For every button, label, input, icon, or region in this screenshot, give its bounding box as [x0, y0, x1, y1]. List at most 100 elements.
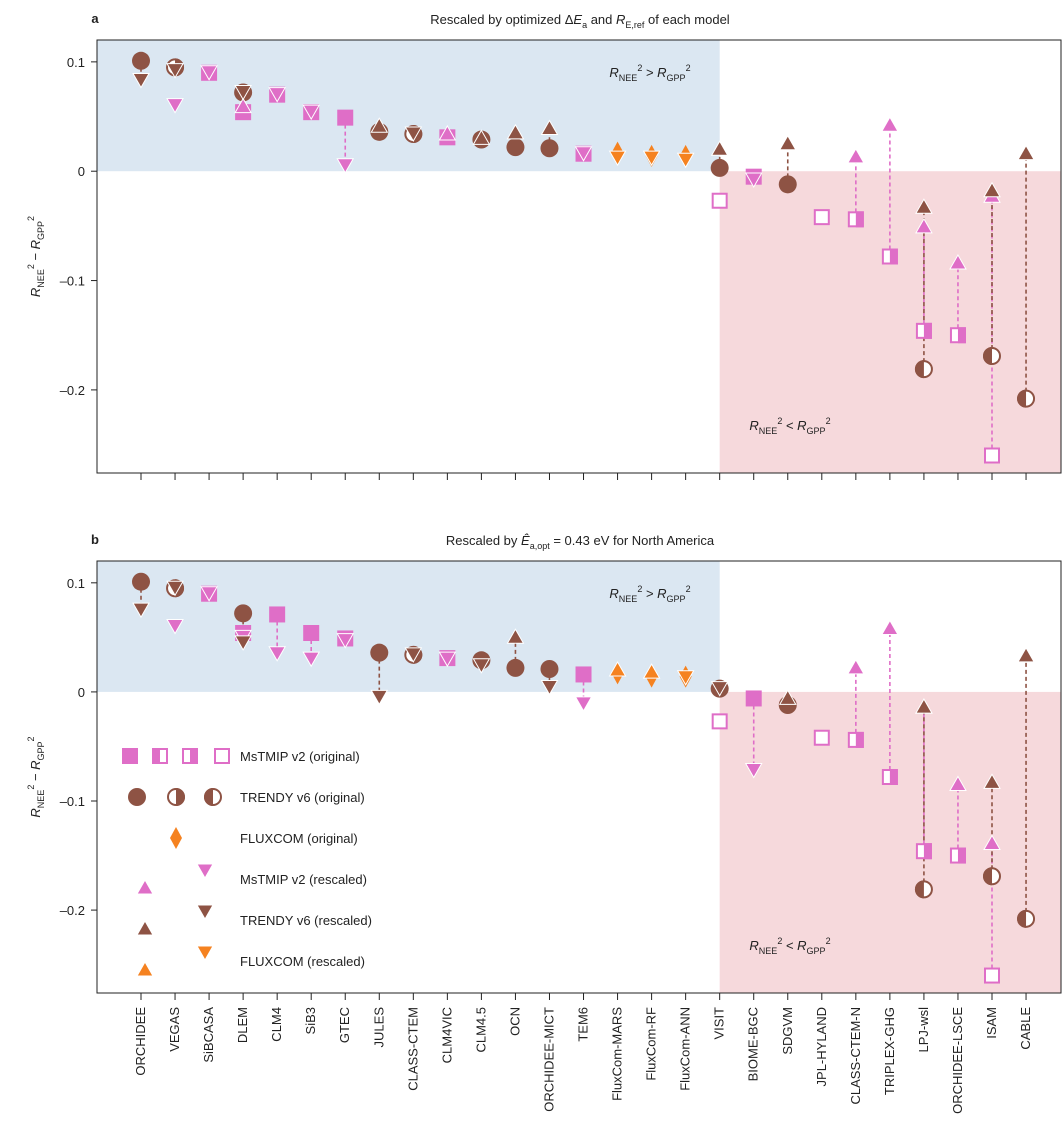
rescaled-marker	[1017, 144, 1035, 161]
y-axis-label: RNEE2 − RGPP2	[26, 736, 46, 817]
x-tick-label: CLASS-CTEM	[405, 1007, 420, 1091]
rescaled-marker	[642, 150, 661, 167]
marker-half	[983, 867, 992, 886]
rescaled-marker	[744, 172, 763, 188]
legend-label: FLUXCOM (rescaled)	[240, 954, 365, 969]
rescaled-marker	[778, 134, 797, 151]
marker-body	[128, 788, 146, 806]
rescaled-marker	[915, 198, 933, 214]
original-marker	[949, 327, 966, 344]
text-part: R	[749, 938, 758, 953]
original-marker	[915, 843, 932, 860]
original-marker	[745, 690, 762, 707]
rescaled-marker	[438, 651, 457, 668]
marker-body	[200, 65, 218, 81]
original-marker	[540, 660, 559, 678]
text-part: 2	[826, 936, 831, 946]
original-marker	[540, 139, 559, 158]
text-part: = 0.43 eV for North America	[550, 533, 715, 548]
text-part: 2	[777, 936, 782, 946]
x-tick-label: FluxCom-RF	[644, 1007, 659, 1081]
y-tick-label: 0	[78, 685, 85, 700]
legend-label: TRENDY v6 (rescaled)	[240, 913, 372, 928]
marker-body	[506, 658, 525, 677]
rescaled-marker	[949, 253, 967, 270]
x-tick-label: CLM4VIC	[439, 1007, 454, 1063]
original-marker	[914, 880, 933, 899]
text-part: R	[28, 808, 43, 817]
text-part: >	[642, 65, 657, 80]
negative-region	[719, 691, 1061, 993]
rescaled-marker	[642, 663, 661, 679]
marker-body	[438, 651, 457, 668]
marker-body	[234, 97, 252, 114]
legend-label: MsTMIP v2 (original)	[240, 749, 360, 764]
rescaled-marker	[132, 72, 150, 89]
marker-body	[506, 138, 525, 157]
marker-body	[881, 116, 899, 132]
marker-body	[915, 698, 933, 714]
marker-body	[132, 602, 150, 619]
y-tick-label: –0.2	[60, 903, 85, 918]
marker-body	[336, 633, 355, 649]
marker-body	[575, 666, 592, 683]
text-part: GPP	[807, 426, 826, 436]
marker-body	[472, 129, 491, 145]
marker-half	[855, 731, 864, 748]
marker-body	[984, 967, 1000, 984]
rescaled-marker	[132, 602, 150, 619]
marker-body	[506, 628, 525, 644]
rescaled-marker	[234, 635, 252, 651]
marker-body	[166, 618, 184, 635]
text-part: Rescaled by	[446, 533, 521, 548]
marker-body	[949, 775, 967, 792]
text-part: R	[28, 288, 43, 297]
text-part: R	[657, 65, 666, 80]
original-marker	[983, 867, 1001, 886]
marker-body	[608, 150, 627, 167]
rescaled-marker	[234, 84, 252, 101]
rescaled-marker	[710, 681, 729, 697]
legend-label: MsTMIP v2 (rescaled)	[240, 872, 367, 887]
x-tick-label: BIOME-BGC	[746, 1007, 761, 1081]
marker-half	[923, 843, 932, 860]
rescaled-marker	[166, 98, 184, 114]
text-part: NEE	[759, 946, 778, 956]
marker-body	[132, 572, 150, 591]
original-marker	[949, 847, 966, 864]
legend-label: TRENDY v6 (original)	[240, 790, 365, 805]
rescaled-marker	[676, 152, 695, 169]
text-part: a	[582, 20, 587, 30]
marker-body	[336, 158, 355, 174]
marker-half	[983, 347, 992, 366]
marker-body	[234, 604, 253, 623]
marker-body	[302, 104, 321, 121]
marker-body	[196, 945, 214, 962]
marker-body	[642, 150, 661, 167]
text-part: R	[28, 760, 43, 769]
text-part: of each model	[644, 12, 729, 27]
marker-body	[540, 139, 559, 158]
marker-body	[404, 647, 423, 663]
x-tick-label: ORCHIDEE-LSCE	[950, 1007, 965, 1114]
original-marker	[269, 606, 286, 623]
text-part: 2	[826, 416, 831, 426]
marker-half	[190, 748, 198, 764]
marker-body	[438, 124, 457, 141]
x-tick-label: TEM6	[576, 1007, 591, 1042]
rescaled-marker	[574, 146, 593, 162]
marker-half	[1017, 909, 1027, 928]
marker-body	[846, 147, 865, 164]
marker-half	[176, 788, 185, 806]
panel: a Rescaled by optimized ΔEa and RE,ref of…	[26, 11, 1062, 480]
x-tick-label: VISIT	[712, 1007, 727, 1040]
text-part: R	[657, 586, 666, 601]
panel-label: a	[91, 11, 99, 26]
marker-body	[983, 181, 1001, 198]
text-part: GPP	[807, 946, 826, 956]
marker-body	[1017, 646, 1035, 663]
panel: b Rescaled by Êa,opt = 0.43 eV for North …	[26, 532, 1062, 1114]
rescaled-marker	[949, 775, 967, 792]
y-tick-label: –0.1	[60, 274, 85, 289]
